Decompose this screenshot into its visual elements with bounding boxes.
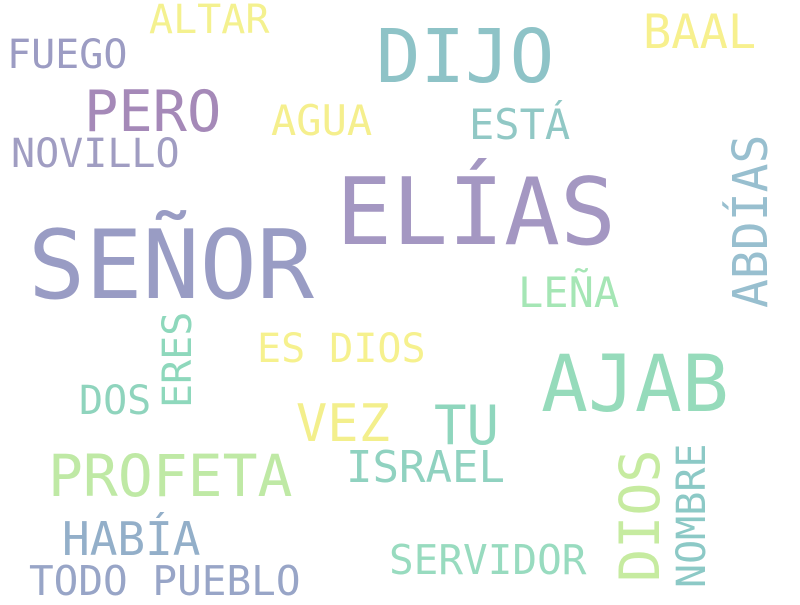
word-pero: PERO (84, 79, 222, 145)
word-baal: BAAL (643, 5, 757, 60)
word-senor: SEÑOR (28, 211, 314, 321)
word-vez: VEZ (296, 394, 390, 454)
word-fuego: FUEGO (7, 32, 128, 78)
word-agua: AGUA (271, 96, 373, 145)
word-dos: DOS (79, 378, 152, 424)
word-abdias: ABDÍAS (723, 134, 779, 308)
word-dios: DIOS (608, 449, 672, 582)
word-altar: ALTAR (149, 0, 270, 43)
word-servidor: SERVIDOR (389, 536, 587, 584)
word-todo-pueblo: TODO PUEBLO (29, 557, 301, 605)
word-es-dios: ES DIOS (257, 326, 426, 372)
word-tu: TU (434, 394, 500, 457)
word-lena: LEÑA (518, 268, 620, 317)
word-elias: ELÍAS (336, 158, 616, 266)
word-dijo: DIJO (376, 14, 555, 100)
word-ajab: AJAB (541, 340, 729, 430)
word-nombre: NOMBRE (669, 443, 715, 589)
word-profeta: PROFETA (48, 442, 293, 510)
word-esta: ESTÁ (469, 100, 571, 149)
word-novillo: NOVILLO (11, 131, 180, 177)
word-eres: ERES (155, 311, 201, 408)
word-israel: ISRAEL (346, 442, 505, 493)
word-habia: HABÍA (62, 512, 201, 566)
